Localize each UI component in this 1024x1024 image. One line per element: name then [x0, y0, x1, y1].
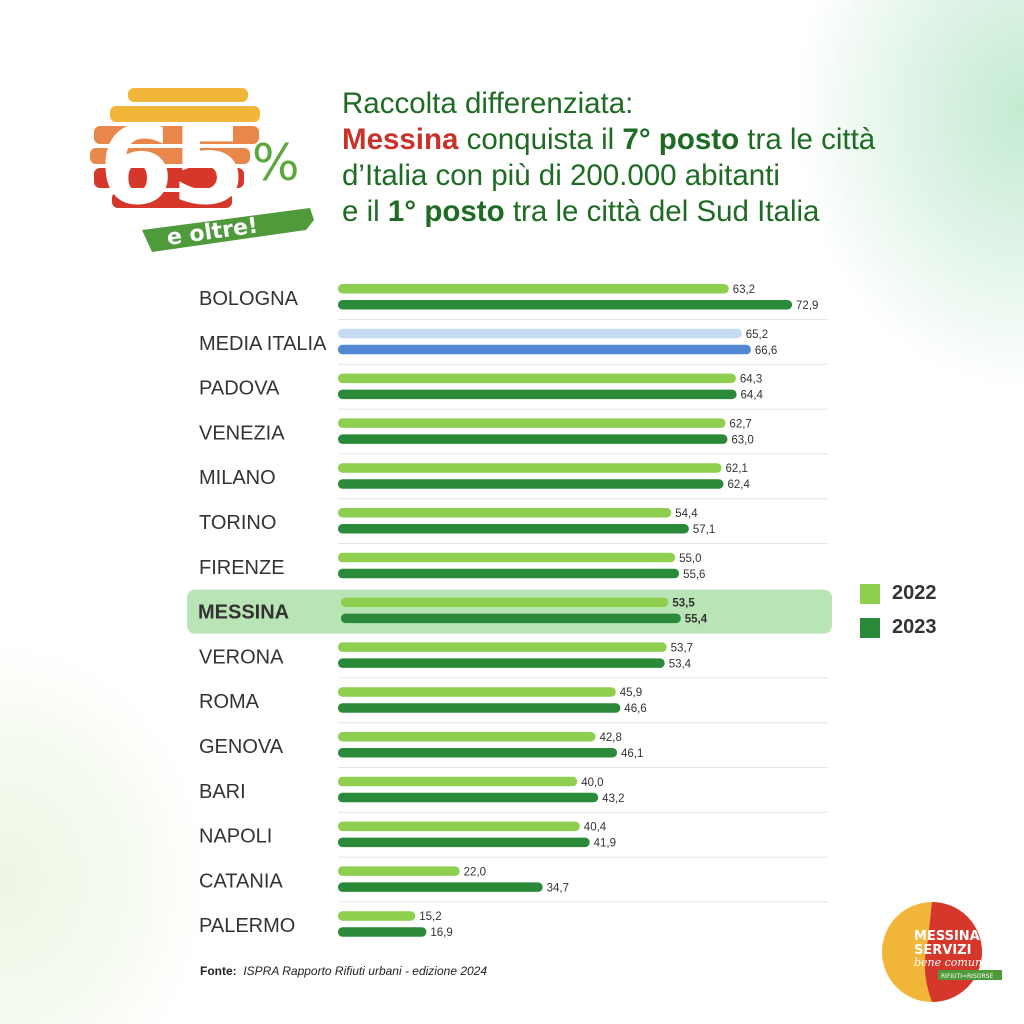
- category-label: MESSINA: [198, 602, 289, 624]
- bar-2022: [338, 328, 742, 339]
- bar-2022: [338, 418, 726, 428]
- value-label-2022: 55,0: [679, 553, 701, 565]
- bar-2023: [338, 927, 427, 937]
- bar-2022: [338, 508, 672, 518]
- value-label-2023: 72,9: [796, 300, 818, 312]
- value-label-2023: 55,6: [683, 569, 705, 581]
- value-label-2022: 62,7: [729, 418, 751, 430]
- title-line-4: e il 1° posto tra le città del Sud Itali…: [342, 195, 820, 228]
- bar-2022: [338, 373, 736, 384]
- category-label: ROMA: [199, 691, 260, 713]
- messina-servizi-logo: MESSINA SERVIZI bene comune RIFIUTI=RISO…: [880, 900, 1010, 1010]
- bar-2022: [338, 463, 722, 473]
- legend-swatch-2023: [860, 617, 880, 638]
- value-label-2023: 16,9: [430, 927, 452, 939]
- value-label-2023: 43,2: [602, 793, 624, 805]
- bar-2023: [338, 792, 599, 803]
- value-label-2022: 62,1: [726, 463, 748, 475]
- category-label: MILANO: [199, 467, 276, 489]
- value-label-2022: 40,0: [581, 777, 603, 789]
- value-label-2022: 65,2: [746, 329, 768, 341]
- bar-2022: [338, 866, 460, 876]
- logo-number: 65: [100, 105, 245, 227]
- category-label: BOLOGNA: [199, 288, 299, 310]
- title-line-1: Raccolta differenziata:: [342, 87, 634, 120]
- value-label-2023: 55,4: [685, 614, 708, 626]
- value-label-2023: 64,4: [741, 390, 764, 402]
- bar-2023: [338, 837, 590, 848]
- bar-2022: [338, 776, 578, 787]
- bar-2023: [338, 300, 793, 310]
- logo-line-3: bene comune: [914, 956, 989, 969]
- category-label: TORINO: [199, 512, 276, 534]
- category-label: VERONA: [199, 646, 284, 668]
- value-label-2022: 15,2: [419, 911, 441, 923]
- value-label-2023: 34,7: [547, 882, 569, 894]
- value-label-2022: 42,8: [599, 732, 621, 744]
- bar-2023: [338, 524, 689, 534]
- bar-2022: [338, 642, 667, 652]
- legend-item-2023: 2023: [860, 616, 937, 639]
- value-label-2022: 45,9: [620, 687, 642, 699]
- value-label-2022: 54,4: [675, 508, 698, 520]
- logo-line-2: SERVIZI: [914, 943, 971, 958]
- value-label-2023: 63,0: [731, 434, 753, 446]
- bar-2023: [338, 882, 543, 892]
- value-label-2023: 57,1: [693, 524, 715, 536]
- bar-2023: [341, 613, 681, 624]
- value-label-2023: 66,6: [755, 345, 777, 357]
- bar-2022: [341, 597, 669, 608]
- category-label: NAPOLI: [199, 826, 272, 848]
- logo-tag: RIFIUTI=RISORSE: [941, 973, 993, 980]
- bar-2023: [338, 703, 621, 713]
- bar-2023: [338, 658, 665, 668]
- category-label: VENEZIA: [199, 422, 285, 444]
- bar-2022: [338, 552, 676, 563]
- bar-2022: [338, 687, 616, 697]
- value-label-2022: 63,2: [733, 284, 755, 296]
- legend-item-2022: 2022: [860, 582, 937, 605]
- bar-2023: [338, 434, 728, 444]
- value-label-2023: 53,4: [669, 658, 692, 670]
- bar-2022: [338, 821, 580, 832]
- bar-2023: [338, 389, 737, 400]
- value-label-2022: 53,5: [672, 598, 695, 610]
- legend-swatch-2022: [860, 583, 880, 604]
- category-label: PADOVA: [199, 378, 280, 400]
- value-label-2022: 22,0: [464, 866, 486, 878]
- bar-2022: [338, 732, 596, 742]
- title-line-2: Messina conquista il 7° posto tra le cit…: [342, 123, 876, 156]
- bar-2023: [338, 344, 751, 355]
- bar-2023: [338, 568, 680, 579]
- bar-2022: [338, 284, 729, 294]
- value-label-2023: 41,9: [594, 838, 616, 850]
- logo-percent: %: [252, 134, 300, 192]
- title-line-3: d’Italia con più di 200.000 abitanti: [342, 159, 780, 192]
- value-label-2023: 46,1: [621, 748, 643, 760]
- bar-2023: [338, 748, 618, 758]
- logo-line-1: MESSINA: [914, 929, 980, 944]
- category-label: PALERMO: [199, 915, 295, 937]
- value-label-2022: 64,3: [740, 374, 762, 386]
- page-title: Raccolta differenziata: Messina conquist…: [342, 86, 1012, 230]
- value-label-2023: 46,6: [624, 703, 646, 715]
- source-note: Fonte: ISPRA Rapporto Rifiuti urbani - e…: [200, 964, 488, 978]
- bar-2022: [338, 911, 416, 921]
- logo-65-percent: 65 % e oltre!: [80, 80, 320, 260]
- category-label: MEDIA ITALIA: [199, 333, 327, 355]
- value-label-2023: 62,4: [727, 479, 750, 491]
- category-label: GENOVA: [199, 736, 284, 758]
- bar-2023: [338, 479, 724, 489]
- category-label: FIRENZE: [199, 557, 285, 579]
- value-label-2022: 40,4: [584, 822, 607, 834]
- value-label-2022: 53,7: [671, 642, 693, 654]
- category-label: BARI: [199, 781, 246, 803]
- category-label: CATANIA: [199, 870, 283, 892]
